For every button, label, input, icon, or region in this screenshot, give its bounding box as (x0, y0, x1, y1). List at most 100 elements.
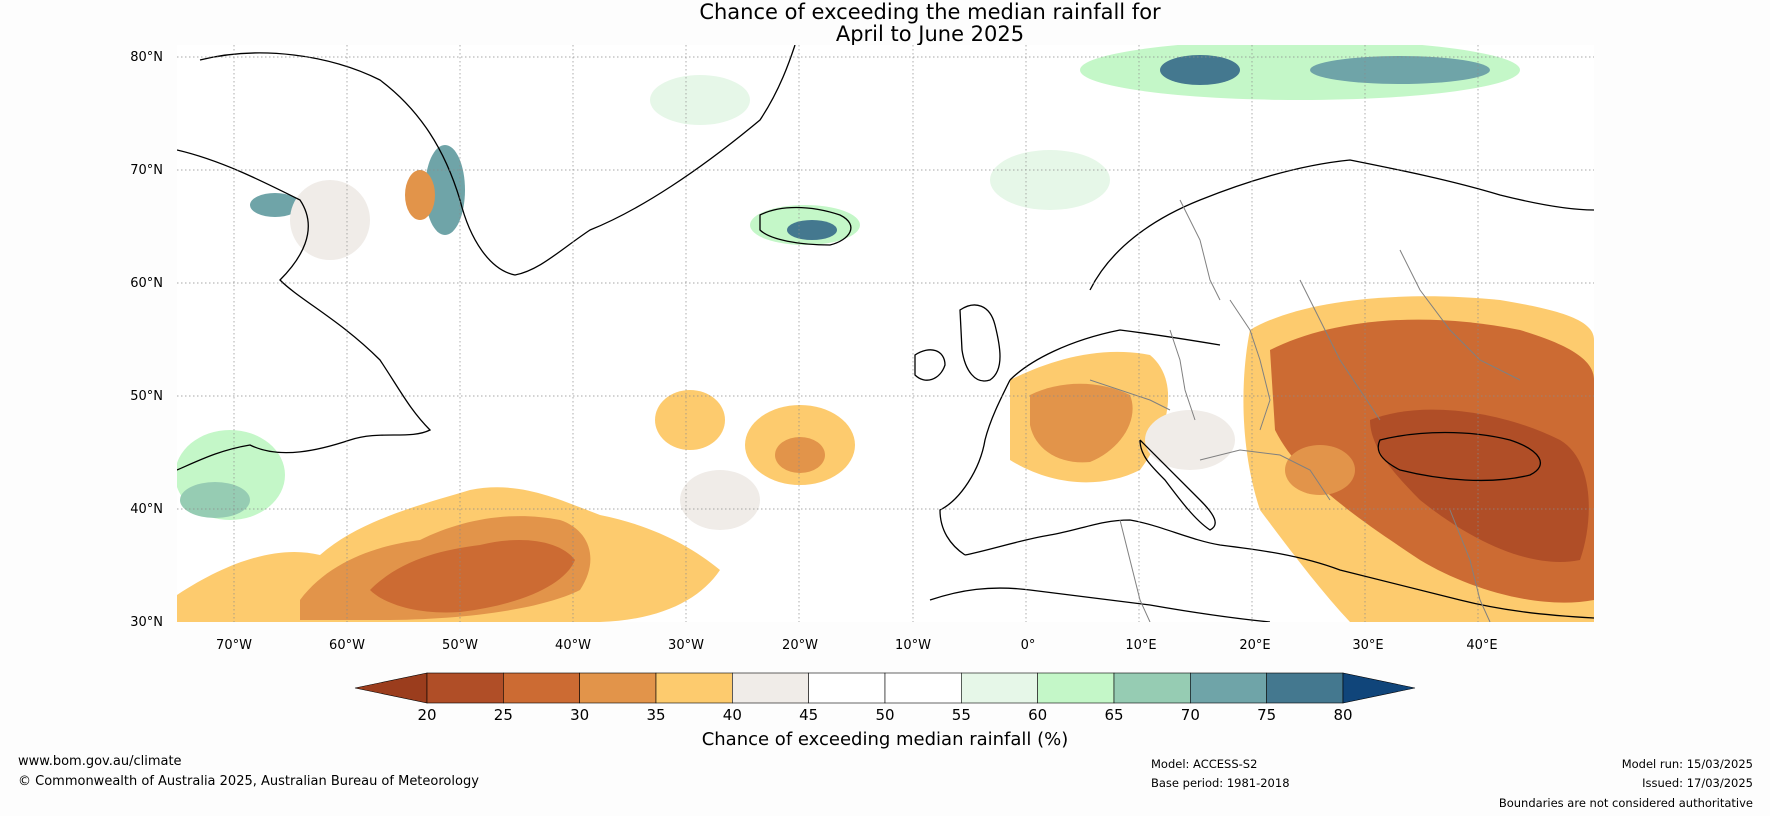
very-dry-core-subtropical-atlantic (370, 540, 575, 613)
lon-label: 20°E (1239, 638, 1270, 653)
lat-label: 80°N (130, 50, 163, 65)
map-title-line-1: Chance of exceeding the median rainfall … (699, 0, 1161, 24)
colorbar-segment (1113, 672, 1191, 704)
colorbar-label: Chance of exceeding median rainfall (%) (702, 729, 1069, 750)
colorbar-tick-label: 40 (723, 706, 742, 724)
colorbar-segment (961, 672, 1038, 704)
neutral-patch-greenland (290, 180, 370, 260)
coastlines (177, 45, 1594, 622)
lon-label: 0° (1021, 638, 1036, 653)
colorbar-tick-label: 45 (799, 706, 818, 724)
neutral-patch-alps (1145, 410, 1235, 470)
colorbar-segment (579, 672, 657, 704)
colorbar-tick-label: 50 (875, 706, 894, 724)
coastline-greenland (199, 45, 796, 276)
lon-label: 20°W (782, 638, 818, 653)
colorbar-segment (884, 672, 962, 704)
colorbar-tick-label: 80 (1333, 706, 1352, 724)
latitude-labels: 80°N 70°N 60°N 50°N 40°N 30°N (130, 50, 163, 630)
colorbar-extension-high (1342, 672, 1416, 704)
colorbar-extension-low (354, 672, 428, 704)
rainfall-shading (177, 45, 1594, 622)
country-boundaries (1089, 199, 1521, 622)
coastline-scandinavia (1089, 159, 1594, 291)
coastline-italy (1139, 439, 1216, 531)
coastline-north-africa (929, 587, 1271, 622)
lat-label: 30°N (130, 615, 163, 630)
boundary-line (1229, 299, 1271, 431)
lon-label: 60°W (329, 638, 365, 653)
coastline-baffin-labrador (177, 149, 432, 471)
lon-label: 10°E (1125, 638, 1156, 653)
coastline-western-europe (939, 329, 1221, 556)
boundary-line (1089, 379, 1171, 411)
colorbar-segment (1266, 672, 1344, 704)
coastline-iceland (759, 206, 852, 246)
lon-label: 70°W (216, 638, 252, 653)
gridlines (177, 45, 1594, 622)
colorbar-segment (503, 672, 580, 704)
colorbar-tick-label: 30 (570, 706, 589, 724)
wet-patch-greenland-west (425, 145, 465, 235)
dry-patch-azores (680, 470, 760, 530)
wet-core-arctic-north (1310, 56, 1490, 84)
wet-patch-north-atlantic (650, 75, 750, 125)
colorbar-segment (1037, 672, 1115, 704)
dry-patch-mid-atlantic (655, 390, 725, 450)
colorbar-tick-label: 75 (1257, 706, 1276, 724)
dry-core-western-europe (1030, 383, 1133, 463)
lon-label: 40°E (1466, 638, 1497, 653)
wet-patch-svalbard (1160, 55, 1240, 85)
footer-issued: Issued: 17/03/2025 (1642, 776, 1753, 790)
lat-label: 60°N (130, 276, 163, 291)
very-dry-core-black-sea (1370, 409, 1589, 562)
footer-disclaimer: Boundaries are not considered authoritat… (1498, 796, 1753, 810)
coastline-black-sea (1377, 431, 1542, 482)
lat-label: 50°N (130, 389, 163, 404)
colorbar-tick-label: 70 (1181, 706, 1200, 724)
footer-copyright: © Commonwealth of Australia 2025, Austra… (18, 774, 479, 789)
colorbar-tick-label: 60 (1028, 706, 1047, 724)
dry-patch-greenland (405, 170, 435, 220)
boundary-line (1299, 279, 1381, 421)
footer-model-run: Model run: 15/03/2025 (1621, 757, 1753, 771)
lat-label: 40°N (130, 502, 163, 517)
colorbar-segment (808, 672, 886, 704)
wet-core-iceland (787, 220, 837, 240)
colorbar-tick-label: 65 (1104, 706, 1123, 724)
colorbar-tick-label: 25 (494, 706, 513, 724)
lon-label: 10°W (895, 638, 931, 653)
lon-label: 30°E (1352, 638, 1383, 653)
wet-patch-baffin (250, 193, 300, 217)
footer-url[interactable]: www.bom.gov.au/climate (18, 754, 182, 769)
footer-model: Model: ACCESS-S2 (1151, 757, 1258, 771)
coastline-mediterranean (964, 519, 1594, 619)
colorbar-segment (732, 672, 809, 704)
colorbar-tick-label: 20 (417, 706, 436, 724)
wet-patch-norwegian-sea (990, 150, 1110, 210)
colorbar-segment (1190, 672, 1267, 704)
boundary-line (1449, 509, 1491, 622)
boundary-line (1399, 249, 1521, 381)
dry-core-central-atlantic (775, 437, 825, 473)
colorbar: 20 25 30 35 40 45 50 55 60 65 70 75 80 (354, 672, 1416, 724)
coastline-british-isles (914, 304, 1001, 382)
map-title-line-2: April to June 2025 (835, 22, 1025, 46)
lon-label: 30°W (668, 638, 704, 653)
colorbar-segment (655, 672, 733, 704)
footer-base-period: Base period: 1981-2018 (1151, 776, 1290, 790)
lat-label: 70°N (130, 163, 163, 178)
lon-label: 40°W (555, 638, 591, 653)
colorbar-tick-label: 55 (952, 706, 971, 724)
colorbar-segment (426, 672, 504, 704)
colorbar-tick-label: 35 (646, 706, 665, 724)
wet-core-labrador (180, 482, 250, 518)
lon-label: 50°W (442, 638, 478, 653)
boundary-line (1199, 449, 1331, 501)
boundary-line (1119, 519, 1151, 622)
boundary-line (1179, 199, 1221, 301)
longitude-labels: 70°W 60°W 50°W 40°W 30°W 20°W 10°W 0° 10… (216, 638, 1498, 653)
boundary-line (1169, 329, 1196, 421)
dry-patch-balkans (1285, 445, 1355, 495)
